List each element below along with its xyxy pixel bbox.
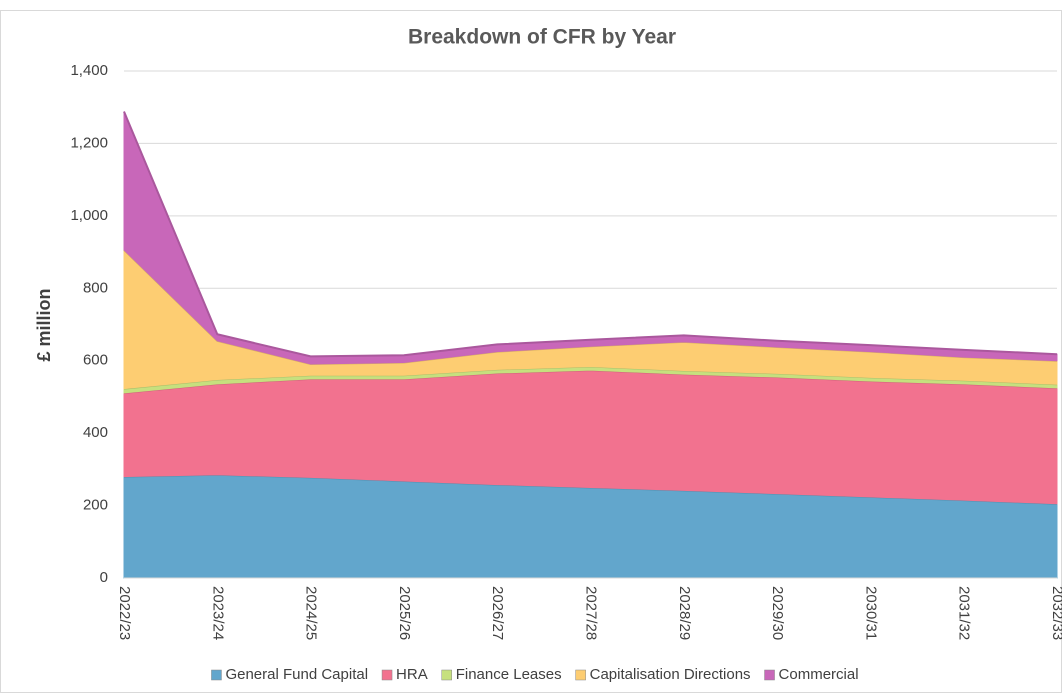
legend-label: HRA	[396, 666, 428, 683]
area-edge	[123, 111, 1058, 358]
legend-label: Capitalisation Directions	[590, 666, 751, 683]
x-tick-label: 2026/27	[489, 586, 506, 640]
legend-swatch	[381, 669, 393, 681]
legend-label: Finance Leases	[456, 666, 562, 683]
legend-swatch	[211, 669, 222, 681]
x-tick-label: 2031/32	[956, 586, 973, 640]
x-tick-label: 2025/26	[396, 586, 413, 640]
x-tick-label: 2022/23	[116, 586, 133, 640]
x-tick-label: 2030/31	[862, 586, 879, 640]
y-tick-label: 800	[83, 279, 108, 296]
x-tick-label: 2024/25	[303, 586, 320, 640]
y-tick-label: 0	[100, 569, 108, 586]
legend-swatch	[575, 669, 586, 681]
y-tick-label: 1,000	[70, 207, 108, 224]
y-tick-label: 600	[83, 352, 108, 369]
x-tick-label: 2027/28	[583, 586, 600, 640]
legend-label: General Fund Capital	[225, 666, 368, 683]
legend-swatch	[441, 669, 452, 681]
legend-label: Commercial	[779, 666, 859, 683]
x-tick-label: 2032/33	[1049, 586, 1062, 640]
y-tick-label: 1,200	[70, 134, 108, 151]
y-tick-label: 200	[83, 497, 108, 514]
x-tick-label: 2028/29	[676, 586, 693, 640]
y-tick-label: 400	[83, 424, 108, 441]
x-tick-label: 2023/24	[209, 586, 226, 640]
y-tick-label: 1,400	[70, 62, 108, 79]
chart-title: Breakdown of CFR by Year	[408, 26, 676, 49]
legend-swatch	[764, 669, 775, 681]
y-axis-label: £ million	[34, 288, 54, 361]
x-tick-label: 2029/30	[769, 586, 786, 640]
